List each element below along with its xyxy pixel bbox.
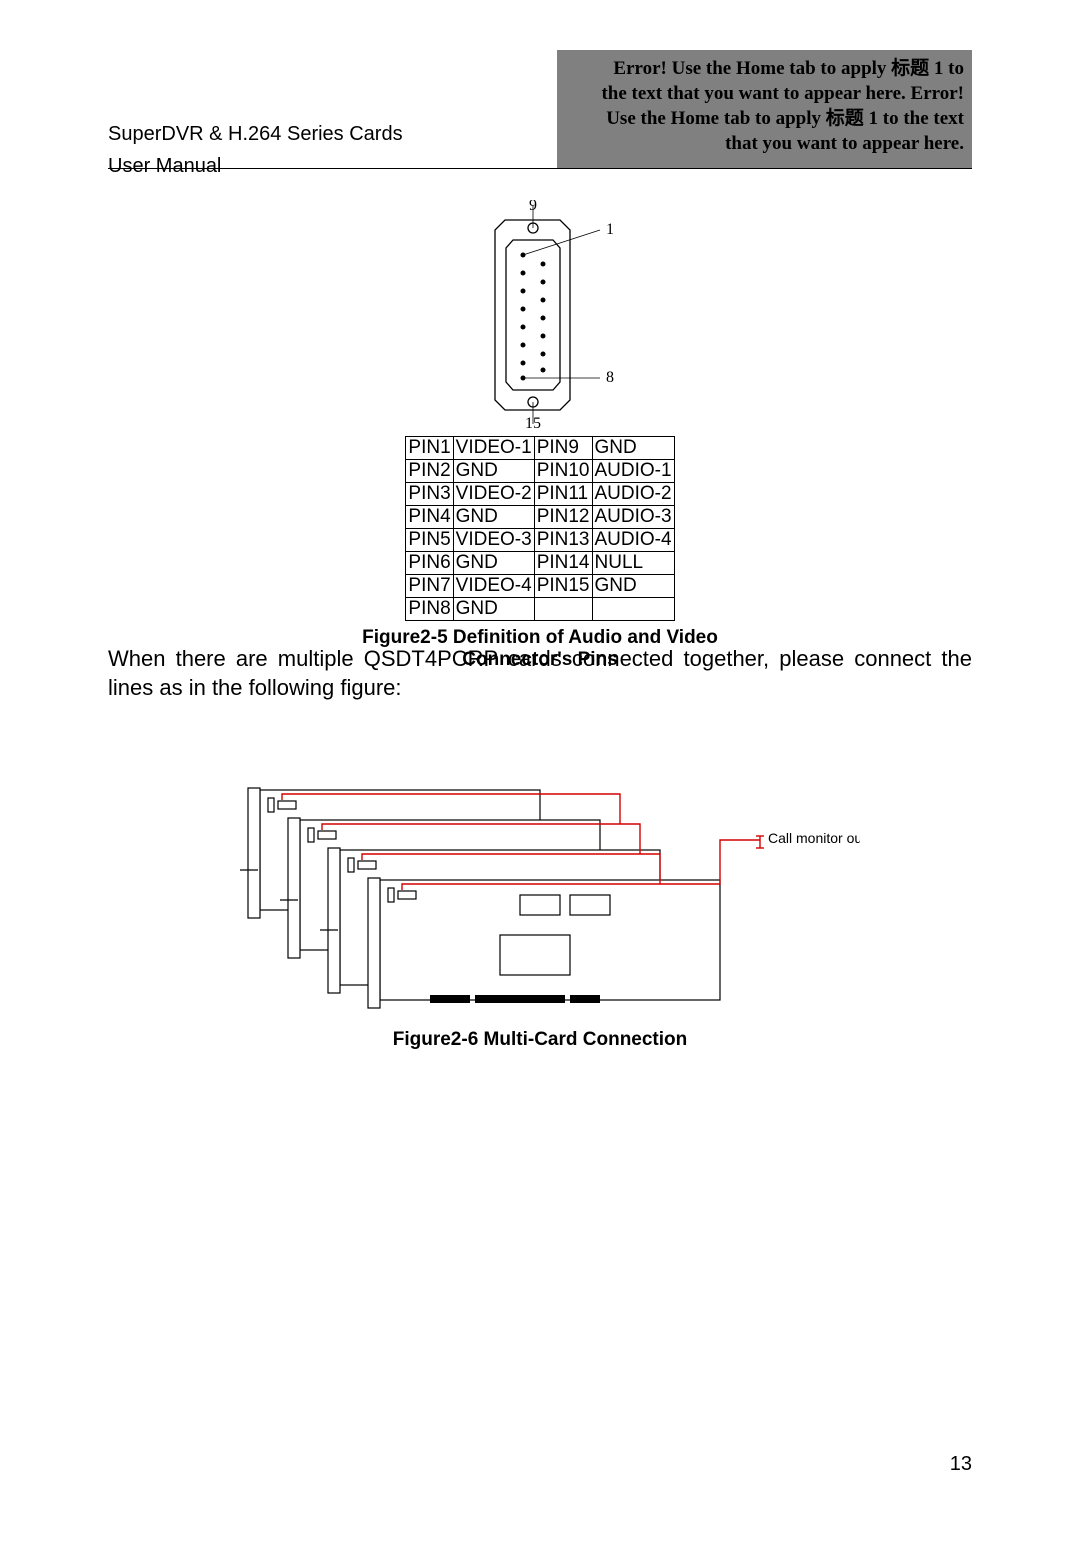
label-9: 9 bbox=[529, 200, 537, 214]
table-cell: PIN1 bbox=[406, 437, 453, 460]
table-cell: AUDIO-1 bbox=[592, 460, 674, 483]
table-cell: AUDIO-4 bbox=[592, 529, 674, 552]
table-cell: VIDEO-4 bbox=[453, 575, 534, 598]
page-number: 13 bbox=[950, 1453, 972, 1476]
table-cell: AUDIO-2 bbox=[592, 483, 674, 506]
table-cell: NULL bbox=[592, 552, 674, 575]
table-cell: PIN15 bbox=[534, 575, 592, 598]
page: SuperDVR & H.264 Series Cards User Manua… bbox=[0, 0, 1080, 1566]
db15-connector-diagram: 9 1 8 15 bbox=[430, 200, 650, 430]
table-cell: PIN13 bbox=[534, 529, 592, 552]
table-cell: AUDIO-3 bbox=[592, 506, 674, 529]
table-row: PIN8GND bbox=[406, 598, 674, 621]
header-rule bbox=[108, 168, 972, 169]
table-cell: PIN9 bbox=[534, 437, 592, 460]
table-cell: VIDEO-2 bbox=[453, 483, 534, 506]
doc-title-line1: SuperDVR & H.264 Series Cards bbox=[108, 118, 403, 150]
header-error-box: Error! Use the Home tab to apply 标题 1 to… bbox=[557, 50, 972, 168]
table-row: PIN1VIDEO-1PIN9GND bbox=[406, 437, 674, 460]
header-left: SuperDVR & H.264 Series Cards User Manua… bbox=[108, 118, 403, 182]
table-cell: PIN14 bbox=[534, 552, 592, 575]
table-cell: GND bbox=[592, 575, 674, 598]
table-cell: GND bbox=[453, 598, 534, 621]
table-cell: PIN3 bbox=[406, 483, 453, 506]
body-paragraph: When there are multiple QSDT4PCRP cards … bbox=[108, 645, 972, 702]
table-cell bbox=[592, 598, 674, 621]
table-cell: VIDEO-3 bbox=[453, 529, 534, 552]
table-row: PIN6GNDPIN14NULL bbox=[406, 552, 674, 575]
table-cell: PIN6 bbox=[406, 552, 453, 575]
table-cell: PIN8 bbox=[406, 598, 453, 621]
pin-definition-table: PIN1VIDEO-1PIN9GNDPIN2GNDPIN10AUDIO-1PIN… bbox=[405, 436, 674, 621]
table-cell bbox=[534, 598, 592, 621]
table-cell: GND bbox=[453, 552, 534, 575]
table-cell: PIN4 bbox=[406, 506, 453, 529]
page-header: SuperDVR & H.264 Series Cards User Manua… bbox=[0, 50, 1080, 175]
table-row: PIN7VIDEO-4PIN15GND bbox=[406, 575, 674, 598]
pin-table-body: PIN1VIDEO-1PIN9GNDPIN2GNDPIN10AUDIO-1PIN… bbox=[406, 437, 674, 621]
doc-title-line2: User Manual bbox=[108, 150, 403, 182]
label-15: 15 bbox=[525, 415, 541, 430]
table-cell: PIN2 bbox=[406, 460, 453, 483]
table-row: PIN3VIDEO-2PIN11AUDIO-2 bbox=[406, 483, 674, 506]
label-1: 1 bbox=[606, 221, 614, 238]
call-monitor-label: Call monitor out bbox=[768, 830, 860, 846]
table-cell: PIN11 bbox=[534, 483, 592, 506]
table-cell: GND bbox=[592, 437, 674, 460]
table-cell: GND bbox=[453, 460, 534, 483]
label-8: 8 bbox=[606, 369, 614, 386]
figure-2-6-caption: Figure2-6 Multi-Card Connection bbox=[108, 1029, 972, 1051]
figure-2-6-area: Call monitor out Figure2-6 Multi-Card Co… bbox=[108, 770, 972, 1051]
table-cell: PIN10 bbox=[534, 460, 592, 483]
table-cell: PIN7 bbox=[406, 575, 453, 598]
table-cell: GND bbox=[453, 506, 534, 529]
table-cell: PIN5 bbox=[406, 529, 453, 552]
table-cell: VIDEO-1 bbox=[453, 437, 534, 460]
table-row: PIN4GNDPIN12AUDIO-3 bbox=[406, 506, 674, 529]
table-row: PIN5VIDEO-3PIN13AUDIO-4 bbox=[406, 529, 674, 552]
table-cell: PIN12 bbox=[534, 506, 592, 529]
table-row: PIN2GNDPIN10AUDIO-1 bbox=[406, 460, 674, 483]
multi-card-diagram: Call monitor out bbox=[220, 770, 860, 1010]
figure-2-5-area: 9 1 8 15 PIN1VIDEO-1PIN9GNDPIN2GNDPIN10A… bbox=[340, 200, 740, 671]
